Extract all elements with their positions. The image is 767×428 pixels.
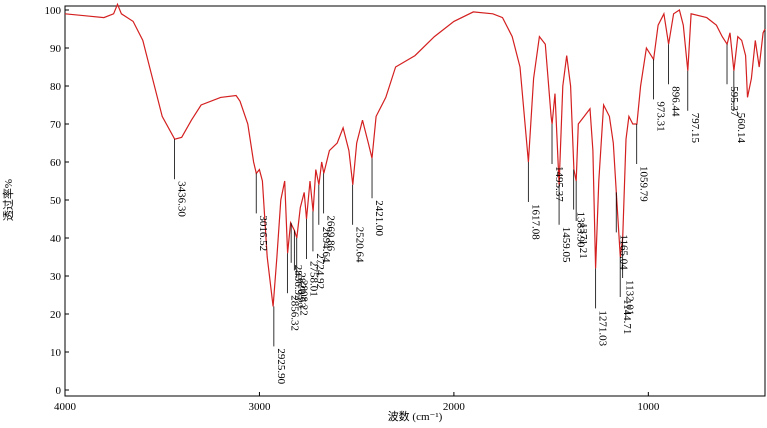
peak-label: 2808.22 (298, 280, 310, 316)
y-axis-label: 透过率% (1, 179, 15, 221)
y-tick-label: 10 (50, 347, 62, 359)
peak-label: 1495.37 (553, 166, 565, 202)
peak-label: 2925.90 (275, 348, 287, 384)
peak-label: 3436.30 (176, 181, 188, 217)
x-tick-label: 4000 (54, 401, 77, 413)
peak-label: 1371.21 (577, 223, 589, 259)
peak-label: 1271.03 (597, 310, 609, 346)
peak-label: 2820.53 (295, 272, 307, 308)
x-tick-label: 2000 (443, 401, 466, 413)
y-tick-label: 100 (45, 5, 62, 17)
peak-label: 1459.05 (560, 227, 572, 263)
peak-label: 896.44 (669, 86, 681, 117)
peak-label: 1144.71 (621, 299, 633, 334)
peak-label: 3016.52 (257, 215, 269, 251)
peak-label: 2694.64 (320, 227, 332, 263)
peak-label: 2758.01 (307, 261, 319, 297)
peak-label: 2836.92 (292, 265, 304, 301)
y-tick-label: 40 (50, 233, 62, 245)
peak-label: 2856.32 (288, 295, 300, 331)
peak-label: 2724.92 (314, 253, 326, 289)
y-tick-label: 80 (50, 81, 62, 93)
peak-label: 560.14 (735, 113, 747, 144)
peak-label: 2520.64 (354, 227, 366, 263)
peak-label: 1132.01 (624, 280, 636, 315)
y-tick-label: 0 (56, 385, 62, 397)
peak-label: 1383.90 (575, 212, 587, 248)
x-tick-label: 3000 (248, 401, 271, 413)
y-tick-label: 30 (50, 271, 62, 283)
peak-label: 1617.08 (529, 204, 541, 240)
peak-label: 1059.79 (638, 166, 650, 202)
x-axis-label: 波数 (cm⁻¹) (388, 410, 443, 423)
peak-label: 1165.04 (617, 234, 629, 270)
y-tick-label: 50 (50, 195, 62, 207)
plot-frame (64, 5, 766, 397)
y-tick-label: 90 (50, 43, 62, 55)
y-tick-label: 20 (50, 309, 62, 321)
y-tick-label: 60 (50, 157, 62, 169)
spectrum-line (64, 2, 766, 307)
peak-label: 973.31 (655, 101, 667, 131)
x-tick-label: 1000 (637, 401, 660, 413)
peak-label: 797.15 (689, 113, 701, 144)
peak-label: 2421.00 (373, 200, 385, 236)
y-tick-label: 70 (50, 119, 62, 131)
peak-label: 2669.86 (325, 215, 337, 251)
